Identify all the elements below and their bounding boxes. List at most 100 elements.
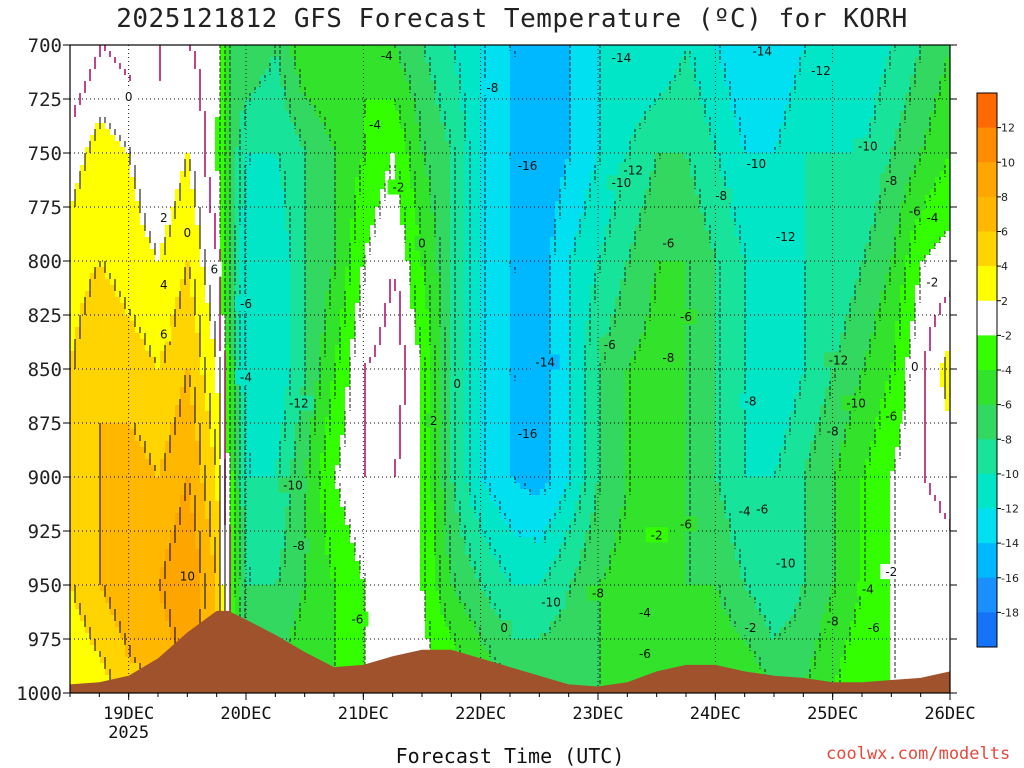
heat-cell [70, 165, 76, 172]
heat-cell [750, 147, 756, 154]
heat-cell [550, 105, 556, 112]
heat-cell [70, 105, 76, 112]
heat-cell [555, 201, 561, 208]
heat-cell [890, 87, 896, 94]
heat-cell [340, 117, 346, 124]
heat-cell [570, 75, 576, 82]
heat-cell [860, 75, 866, 82]
heat-cell [275, 51, 281, 58]
heat-cell [760, 117, 766, 124]
heat-cell [690, 105, 696, 112]
heat-cell [280, 153, 286, 160]
heat-cell [445, 171, 451, 178]
heat-cell [635, 207, 641, 214]
heat-cell [710, 165, 716, 172]
heat-cell [300, 201, 306, 208]
heat-cell [195, 105, 201, 112]
heat-cell [300, 129, 306, 136]
heat-cell [845, 45, 851, 52]
heat-cell [340, 177, 346, 184]
heat-cell [145, 183, 151, 190]
heat-cell [610, 147, 616, 154]
heat-cell [785, 129, 791, 136]
heat-cell [785, 189, 791, 196]
heat-cell [330, 183, 336, 190]
heat-cell [345, 201, 351, 208]
heat-cell [365, 183, 371, 190]
heat-cell [200, 117, 206, 124]
heat-cell [670, 57, 676, 64]
heat-cell [380, 129, 386, 136]
heat-cell [640, 75, 646, 82]
heat-cell [685, 129, 691, 136]
heat-cell [800, 147, 806, 154]
heat-cell [615, 207, 621, 214]
heat-cell [280, 159, 286, 166]
heat-cell [360, 105, 366, 112]
heat-cell [205, 99, 211, 106]
heat-cell [905, 195, 911, 202]
heat-cell [550, 129, 556, 136]
heat-cell [475, 87, 481, 94]
heat-cell [760, 141, 766, 148]
heat-cell [110, 123, 116, 130]
heat-cell [535, 45, 541, 52]
heat-cell [510, 45, 516, 52]
heat-cell [175, 201, 181, 208]
heat-cell [910, 123, 916, 130]
heat-cell [135, 51, 141, 58]
heat-cell [770, 183, 776, 190]
heat-cell [865, 105, 871, 112]
heat-cell [755, 147, 761, 154]
heat-cell [340, 147, 346, 154]
heat-cell [345, 213, 351, 220]
heat-cell [915, 81, 921, 88]
heat-cell [95, 87, 101, 94]
heat-cell [880, 51, 886, 58]
heat-cell [860, 99, 866, 106]
heat-cell [380, 183, 386, 190]
heat-cell [150, 129, 156, 136]
heat-cell [425, 111, 431, 118]
heat-cell [445, 105, 451, 112]
heat-cell [925, 87, 931, 94]
heat-cell [780, 111, 786, 118]
heat-cell [470, 141, 476, 148]
heat-cell [230, 141, 236, 148]
heat-cell [165, 81, 171, 88]
heat-cell [515, 111, 521, 118]
heat-cell [620, 81, 626, 88]
heat-cell [680, 111, 686, 118]
heat-cell [860, 171, 866, 178]
heat-cell [925, 105, 931, 112]
heat-cell [220, 99, 226, 106]
heat-cell [590, 135, 596, 142]
heat-cell [90, 201, 96, 208]
heat-cell [490, 165, 496, 172]
heat-cell [785, 135, 791, 142]
heat-cell [550, 195, 556, 202]
heat-cell [870, 81, 876, 88]
heat-cell [290, 135, 296, 142]
heat-cell [830, 57, 836, 64]
heat-cell [920, 135, 926, 142]
heat-cell [205, 51, 211, 58]
heat-cell [705, 99, 711, 106]
heat-cell [370, 111, 376, 118]
heat-cell [245, 75, 251, 82]
heat-cell [145, 99, 151, 106]
heat-cell [855, 87, 861, 94]
heat-cell [585, 63, 591, 70]
heat-cell [670, 117, 676, 124]
heat-cell [720, 147, 726, 154]
heat-cell [695, 183, 701, 190]
heat-cell [110, 111, 116, 118]
heat-cell [525, 141, 531, 148]
heat-cell [295, 99, 301, 106]
heat-cell [115, 171, 121, 178]
heat-cell [160, 45, 166, 52]
heat-cell [520, 141, 526, 148]
heat-cell [820, 135, 826, 142]
heat-cell [505, 45, 511, 52]
heat-cell [170, 153, 176, 160]
